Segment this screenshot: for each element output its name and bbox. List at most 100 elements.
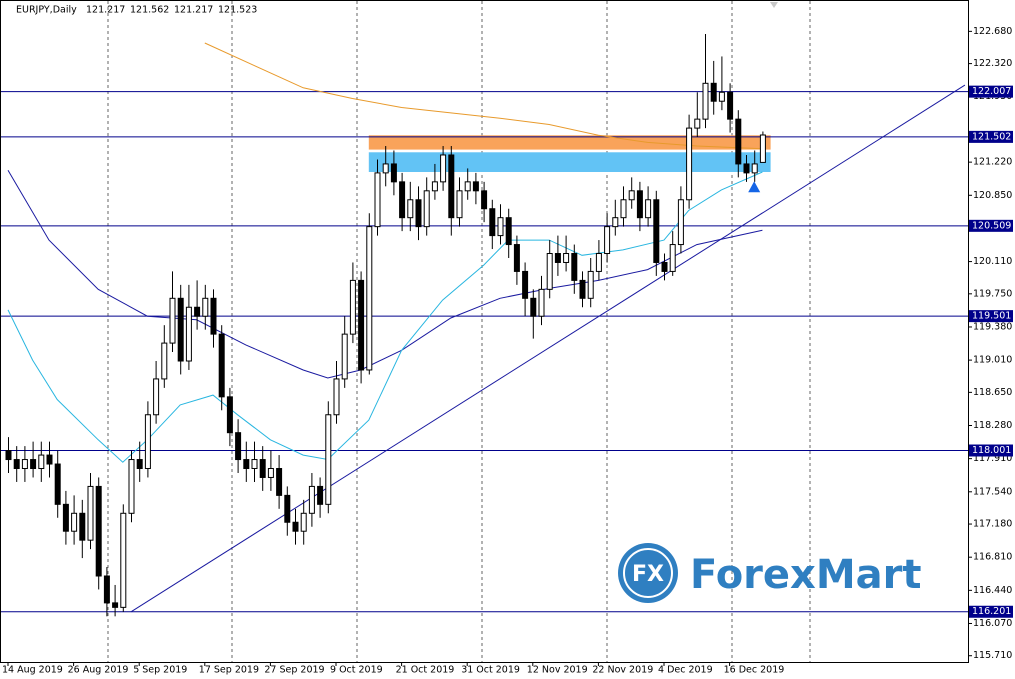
x-tick-label: 12 Nov 2019	[527, 665, 588, 676]
candle-body	[448, 154, 455, 219]
header-value: 121.523	[218, 5, 257, 16]
candle-body	[120, 512, 127, 608]
level-label-box	[969, 444, 1013, 457]
x-tick-label: 21 Oct 2019	[396, 665, 455, 676]
candle-body	[513, 244, 520, 272]
candle-body	[522, 270, 529, 299]
candle-body	[431, 181, 438, 192]
candle-body	[710, 82, 717, 102]
header-value: 121.217	[174, 5, 213, 16]
candle-body	[112, 602, 119, 608]
candle-body	[161, 342, 168, 380]
candle-body	[79, 512, 86, 541]
zone	[368, 152, 771, 172]
x-tick-label: 5 Sep 2019	[133, 665, 187, 676]
candle-body	[759, 134, 766, 163]
candle-body	[202, 297, 209, 317]
candle-body	[440, 154, 447, 183]
y-tick-label: 118.280	[973, 420, 1012, 431]
x-tick-label: 22 Nov 2019	[592, 665, 653, 676]
candle-body	[661, 261, 668, 272]
x-tick-label: 9 Oct 2019	[330, 665, 383, 676]
candle-body	[694, 118, 701, 129]
candle-body	[103, 575, 110, 604]
candle-body	[21, 459, 28, 470]
candle-body	[628, 190, 635, 201]
candle-body	[686, 127, 693, 201]
candle-body	[38, 454, 45, 470]
candle-body	[653, 199, 660, 263]
candle-body	[505, 217, 512, 246]
level-label: 116.201	[972, 606, 1011, 617]
candle-body	[333, 378, 340, 416]
candle-body	[751, 163, 758, 174]
candle-body	[423, 190, 430, 228]
candle-body	[71, 512, 78, 532]
candle-body	[587, 270, 594, 299]
candle-body	[194, 306, 201, 317]
level-label-box	[969, 219, 1013, 232]
zone	[368, 135, 771, 150]
candle-body	[185, 306, 192, 362]
candle-body	[13, 459, 20, 470]
candle-body	[677, 199, 684, 246]
candle-body	[669, 244, 676, 272]
level-label-box	[969, 310, 1013, 323]
candle-body	[563, 253, 570, 263]
y-tick-label: 119.380	[973, 321, 1012, 332]
header-value: 121.217	[86, 5, 125, 16]
candle-body	[374, 172, 381, 228]
candle-body	[251, 459, 258, 470]
watermark: FX ForexMart	[368, 135, 921, 603]
y-tick-label: 122.320	[973, 58, 1012, 69]
x-tick-label: 31 Oct 2019	[461, 665, 520, 676]
candle-body	[554, 253, 561, 263]
candle-body	[177, 297, 184, 362]
x-tick-label: 4 Dec 2019	[658, 665, 713, 676]
logo-circle	[618, 543, 678, 603]
candle-body	[95, 485, 102, 577]
y-tick-label: 117.180	[973, 519, 1012, 530]
candle-body	[390, 163, 397, 183]
x-tick-label: 16 Dec 2019	[724, 665, 785, 676]
candle-body	[546, 253, 553, 290]
x-tick-label: 27 Sep 2019	[264, 665, 324, 676]
x-tick-label: 14 Aug 2019	[2, 665, 63, 676]
y-tick-label: 116.440	[973, 585, 1012, 596]
candle-body	[645, 199, 652, 219]
candle-body	[317, 485, 324, 505]
candle-body	[415, 199, 422, 228]
candle-body	[497, 217, 504, 237]
candle-body	[259, 459, 266, 478]
y-tick-label: 119.750	[973, 288, 1012, 299]
candle-body	[481, 190, 488, 210]
level-label-box	[969, 85, 1013, 98]
candle-body	[472, 181, 479, 192]
y-tick-label: 121.220	[973, 157, 1012, 168]
trendline	[130, 84, 966, 613]
candle-body	[325, 414, 332, 505]
candle-body	[366, 226, 373, 371]
candle-body	[702, 82, 709, 120]
candle-body	[382, 163, 389, 174]
candle-body	[267, 468, 274, 478]
candle-body	[62, 503, 69, 532]
watermark-text: ForexMart	[690, 552, 921, 598]
chart-title: EURJPY,Daily	[16, 5, 77, 16]
candle-body	[235, 432, 242, 461]
y-tick-label: 120.110	[973, 256, 1012, 267]
x-tick-label: 17 Sep 2019	[199, 665, 259, 676]
candle-body	[153, 378, 160, 416]
level-label: 122.007	[972, 86, 1011, 97]
candle-body	[218, 333, 225, 398]
candle-body	[210, 297, 217, 335]
shift-marker	[770, 2, 778, 8]
y-tick-label: 116.810	[973, 552, 1012, 563]
candle-body	[46, 454, 53, 465]
level-label-box	[969, 605, 1013, 618]
candle-body	[54, 463, 61, 505]
candle-body	[300, 512, 307, 532]
candle-body	[243, 459, 250, 470]
candle-body	[226, 396, 233, 434]
